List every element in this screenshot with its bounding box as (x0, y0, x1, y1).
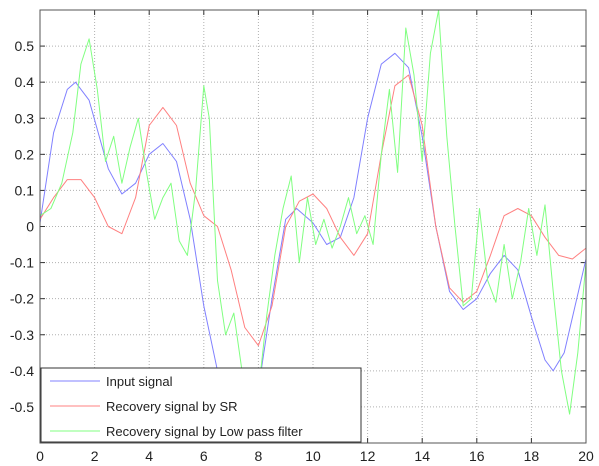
x-tick-label: 6 (200, 448, 208, 464)
x-tick-label: 18 (524, 448, 540, 464)
x-tick-label: 2 (91, 448, 99, 464)
x-tick-label: 0 (36, 448, 44, 464)
x-tick-label: 10 (305, 448, 321, 464)
x-tick-label: 4 (145, 448, 153, 464)
legend-label-recovery-lpf: Recovery signal by Low pass filter (106, 424, 303, 439)
x-tick-label: 14 (414, 448, 430, 464)
series-lines (39, 9, 587, 426)
y-tick-label: 0.5 (15, 38, 35, 54)
legend-box (40, 367, 362, 443)
x-tick-label: 8 (255, 448, 263, 464)
y-tick-label: -0.5 (10, 399, 34, 415)
series-line-recovery-sr (39, 74, 587, 347)
tick-labels: 0 2 4 6 8 10 12 14 16 18 20 0.5 0.4 0.3 0.2 0.1 0 -0.1 -0.… (10, 38, 594, 464)
legend-label-input-signal: Input signal (106, 374, 173, 389)
y-tick-label: 0.3 (15, 110, 35, 126)
y-tick-label: -0.3 (10, 327, 34, 343)
plot-frame (39, 9, 587, 444)
y-tick-label: -0.2 (10, 291, 34, 307)
x-tick-label: 12 (360, 448, 376, 464)
y-tick-label: 0.2 (15, 146, 35, 162)
y-tick-label: 0.1 (15, 182, 35, 198)
y-tick-label: -0.1 (10, 255, 34, 271)
series-line-recovery-lpf (39, 9, 587, 415)
y-tick-label: 0 (26, 219, 34, 235)
y-tick-label: -0.4 (10, 363, 34, 379)
x-tick-label: 20 (578, 448, 594, 464)
y-tick-label: 0.4 (15, 74, 35, 90)
x-tick-label: 16 (469, 448, 485, 464)
legend: Input signal Recovery signal by SR Recov… (40, 367, 362, 443)
legend-label-recovery-sr: Recovery signal by SR (106, 399, 238, 414)
